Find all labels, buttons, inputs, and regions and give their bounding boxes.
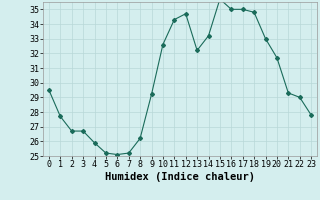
X-axis label: Humidex (Indice chaleur): Humidex (Indice chaleur) [105,172,255,182]
